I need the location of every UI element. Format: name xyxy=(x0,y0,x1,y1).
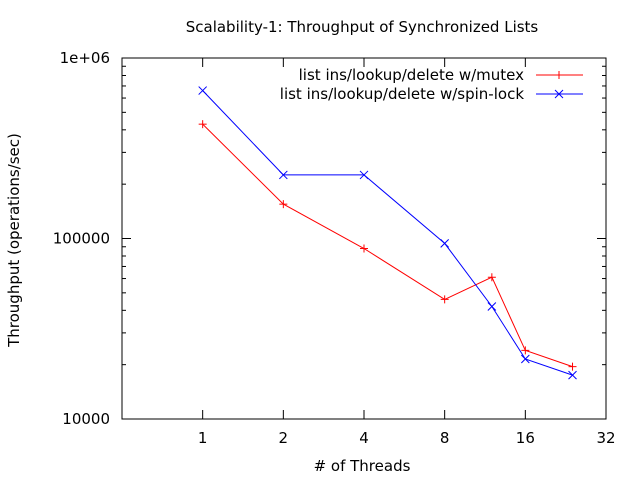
data-point xyxy=(487,302,497,311)
data-point xyxy=(198,120,207,129)
y-axis-label: Throughput (operations/sec) xyxy=(5,133,23,348)
data-point xyxy=(487,273,496,282)
x-tick-label: 2 xyxy=(279,429,289,447)
x-tick-label: 32 xyxy=(596,429,615,447)
data-point xyxy=(198,86,208,95)
x-axis: 1 2 4 8 16 32 xyxy=(198,58,616,447)
series-layer xyxy=(198,86,577,380)
data-point xyxy=(520,354,530,364)
data-point xyxy=(359,170,369,180)
data-point xyxy=(360,244,368,253)
x-tick-label: 1 xyxy=(198,429,208,447)
data-point xyxy=(521,346,530,355)
x-tick-label: 4 xyxy=(359,429,369,447)
legend-marker xyxy=(555,71,563,79)
legend-marker xyxy=(554,89,564,99)
x-tick-label: 16 xyxy=(516,429,535,447)
plot-frame xyxy=(121,57,607,420)
y-tick-label: 100000 xyxy=(53,230,110,248)
legend-label: list ins/lookup/delete w/spin-lock xyxy=(280,85,525,103)
x-axis-label: # of Threads xyxy=(314,457,411,475)
chart-title: Scalability-1: Throughput of Synchronize… xyxy=(186,18,539,36)
data-point xyxy=(440,295,449,304)
y-tick-label: 1e+06 xyxy=(60,49,110,67)
data-point xyxy=(278,170,288,180)
data-point xyxy=(568,362,577,371)
data-point xyxy=(279,200,288,209)
x-tick-label: 8 xyxy=(440,429,450,447)
series-line-1 xyxy=(202,123,573,368)
legend-label: list ins/lookup/delete w/mutex xyxy=(299,66,524,84)
y-tick-label: 10000 xyxy=(62,410,110,428)
data-point xyxy=(440,238,450,248)
y-axis: 10000 100000 1e+06 xyxy=(53,49,606,428)
data-point xyxy=(568,370,577,380)
